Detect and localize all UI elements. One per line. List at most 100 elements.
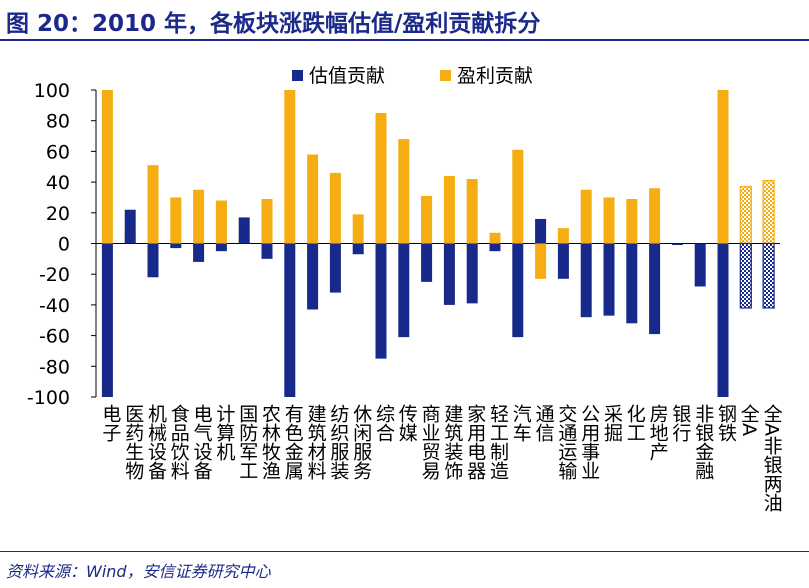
valuation-bar xyxy=(193,243,205,262)
valuation-bar xyxy=(739,242,752,309)
y-tick-label: -100 xyxy=(27,387,70,409)
earnings-bar xyxy=(215,200,227,244)
valuation-bar xyxy=(466,243,478,304)
earnings-bar xyxy=(261,198,273,244)
valuation-bar xyxy=(284,243,296,397)
earnings-bar xyxy=(284,90,296,244)
valuation-bar xyxy=(215,243,227,252)
valuation-bar xyxy=(101,243,113,397)
x-tick-label: 计算机 xyxy=(213,404,235,461)
x-tick-label: 商业贸易 xyxy=(419,404,441,481)
earnings-bar xyxy=(398,139,410,244)
valuation-bar xyxy=(124,209,136,244)
x-tick-label: 家用电器 xyxy=(464,404,486,480)
x-tick-label: 综合 xyxy=(373,404,395,442)
valuation-bar xyxy=(307,243,319,310)
title-divider xyxy=(0,39,809,41)
y-tick-label: 20 xyxy=(46,203,70,225)
valuation-bar xyxy=(261,243,273,259)
earnings-bar xyxy=(580,189,592,244)
x-tick-label: 交通运输 xyxy=(555,404,577,480)
x-tick-label: 农林牧渔 xyxy=(259,404,281,480)
y-tick-label: 80 xyxy=(46,111,70,133)
earnings-bar xyxy=(443,175,455,244)
valuation-bar xyxy=(535,218,547,244)
valuation-bar xyxy=(375,243,387,359)
earnings-bar xyxy=(535,243,547,279)
earnings-bar xyxy=(329,172,341,244)
x-tick-label: 有色金属 xyxy=(282,404,304,481)
x-tick-label: 非银金融 xyxy=(692,404,714,480)
y-tick-label: 60 xyxy=(46,141,70,163)
x-tick-label: 传媒 xyxy=(396,404,418,442)
earnings-bar xyxy=(512,149,524,244)
y-tick-label: -20 xyxy=(39,264,70,286)
valuation-bar xyxy=(603,243,615,316)
earnings-bar xyxy=(557,228,569,244)
legend-label: 估值贡献 xyxy=(309,65,385,87)
earnings-bar xyxy=(489,232,501,244)
x-tick-label: 全A xyxy=(738,404,760,436)
y-tick-label: 0 xyxy=(58,234,70,256)
earnings-bar xyxy=(649,188,661,244)
valuation-bar xyxy=(717,243,729,397)
x-tick-label: 纺织服装 xyxy=(327,404,349,480)
x-tick-label: 轻工制造 xyxy=(487,404,509,480)
x-tick-label: 钢铁 xyxy=(715,404,737,442)
earnings-bar xyxy=(375,113,387,244)
valuation-bar xyxy=(147,243,159,278)
valuation-bar xyxy=(694,243,706,287)
x-tick-label: 食品饮料 xyxy=(168,404,190,480)
x-tick-label: 医药生物 xyxy=(122,404,144,480)
earnings-bar xyxy=(421,195,433,244)
y-axis: 100 80 60 40 20 0 -20 -40 -60 -80 -100 xyxy=(27,80,780,409)
valuation-bar xyxy=(512,243,524,338)
earnings-bar xyxy=(626,198,638,244)
x-tick-label: 建筑材料 xyxy=(305,404,327,480)
valuation-bar xyxy=(421,243,433,282)
valuation-bar xyxy=(671,243,683,246)
chart-legend: 估值贡献 盈利贡献 xyxy=(292,65,533,87)
earnings-bar xyxy=(762,179,775,245)
earnings-bar xyxy=(603,197,615,244)
valuation-bar xyxy=(626,243,638,324)
x-tick-label: 电子 xyxy=(99,404,121,442)
earnings-bar xyxy=(193,189,205,244)
legend-label: 盈利贡献 xyxy=(457,65,533,87)
earnings-bar xyxy=(147,165,159,244)
x-tick-label: 化工 xyxy=(624,404,646,442)
earnings-bar xyxy=(739,186,752,245)
y-tick-label: -80 xyxy=(39,356,70,378)
x-tick-label: 休闲服务 xyxy=(350,404,372,480)
earnings-bar xyxy=(307,154,319,244)
x-tick-label: 建筑装饰 xyxy=(441,404,463,480)
y-tick-label: -60 xyxy=(39,326,70,348)
x-tick-label: 通信 xyxy=(533,404,555,442)
source-divider xyxy=(0,551,809,552)
earnings-bar xyxy=(101,90,113,244)
valuation-bar xyxy=(557,243,569,279)
valuation-bar xyxy=(329,243,341,293)
valuation-bar xyxy=(398,243,410,338)
source-note: 资料来源：Wind，安信证券研究中心 xyxy=(6,562,271,581)
earnings-bar xyxy=(717,90,729,244)
x-tick-label: 全A非银两油 xyxy=(761,404,783,512)
valuation-bar xyxy=(238,217,250,244)
x-tick-label: 机械设备 xyxy=(145,404,167,480)
x-tick-label: 房地产 xyxy=(647,404,669,461)
earnings-bar xyxy=(352,214,364,244)
x-tick-label: 国防军工 xyxy=(236,404,258,480)
x-tick-label: 电气设备 xyxy=(191,404,213,480)
legend-swatch xyxy=(440,70,451,81)
y-tick-label: 100 xyxy=(34,80,70,102)
y-tick-label: -40 xyxy=(39,295,70,317)
y-tick-label: 40 xyxy=(46,172,70,194)
valuation-bar xyxy=(580,243,592,318)
stacked-bar-chart: 估值贡献 盈利贡献 100 80 60 40 20 0 -20 -40 -60 -80 -100 电子… xyxy=(27,65,783,512)
x-tick-label: 采掘 xyxy=(601,404,623,442)
valuation-bar xyxy=(762,242,775,309)
earnings-bar xyxy=(466,179,478,244)
valuation-bar xyxy=(649,243,661,335)
valuation-bar xyxy=(443,243,455,305)
figure-title: 图 20：2010 年，各板块涨跌幅估值/盈利贡献拆分 xyxy=(6,11,541,37)
